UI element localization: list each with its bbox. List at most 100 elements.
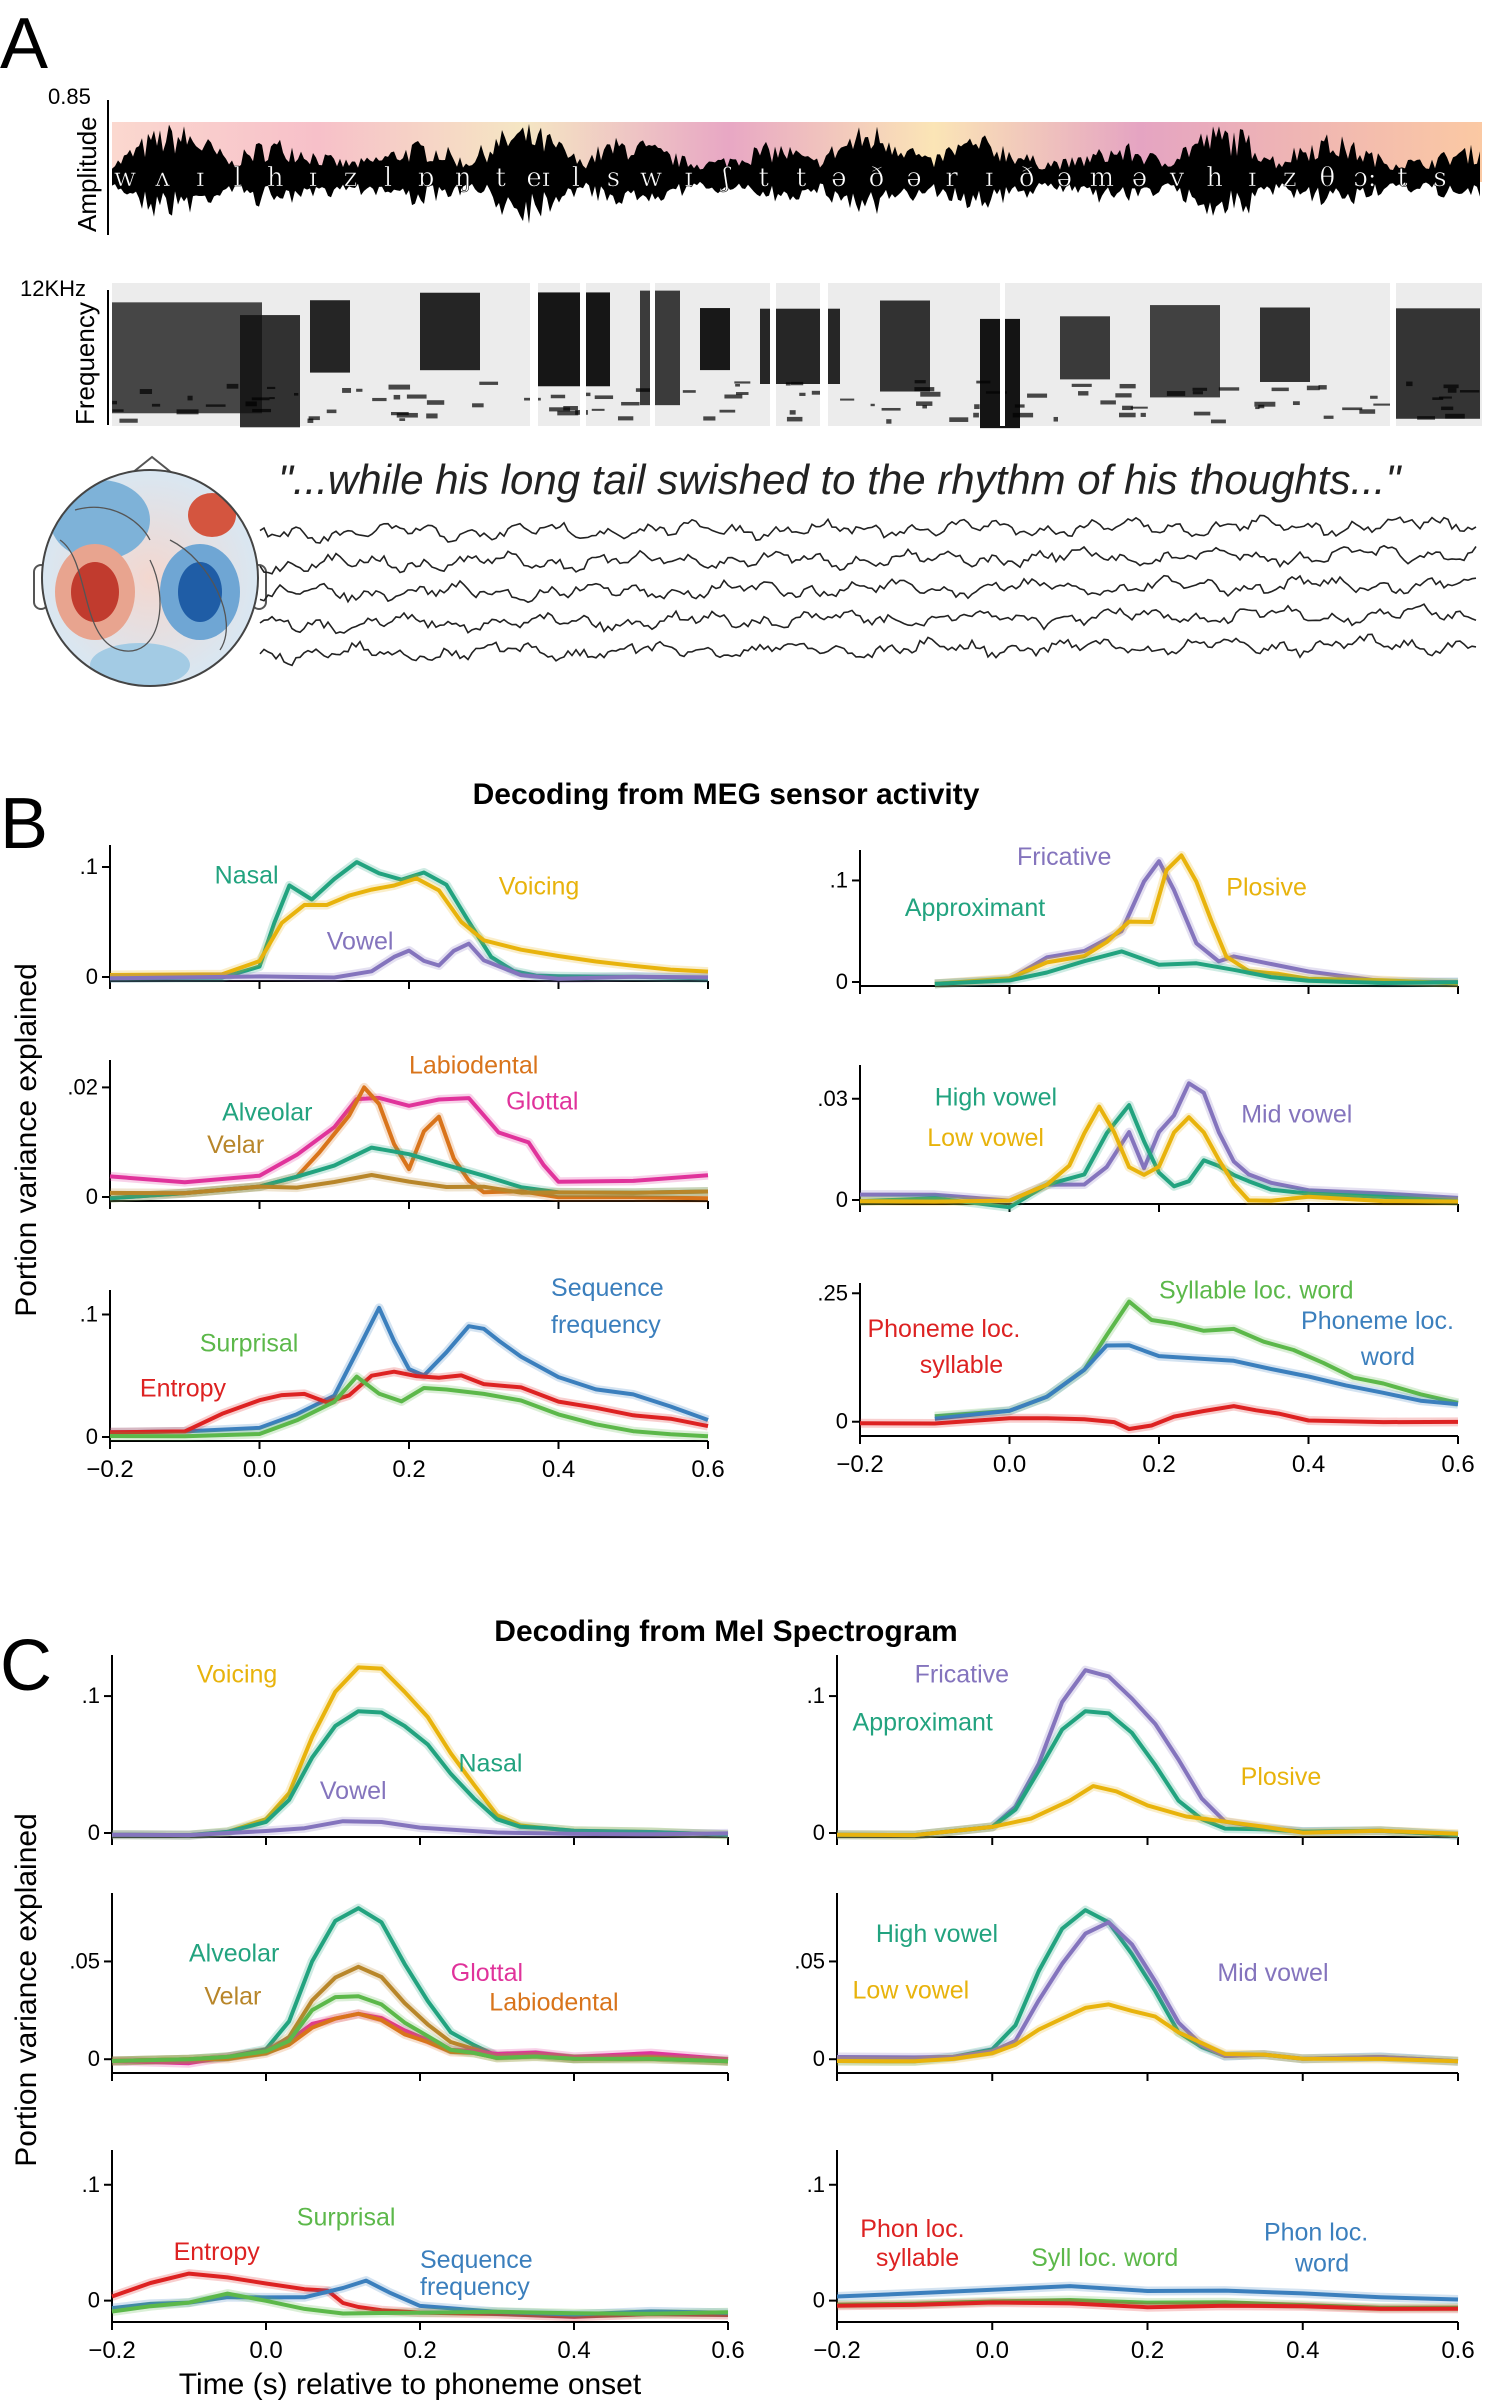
series-label: Vowel xyxy=(327,928,394,956)
chart-c4: .05 0 High vowel Low vowel Mid vowel xyxy=(794,1893,1459,2081)
series-label: Phon loc. xyxy=(1264,2218,1368,2246)
y-tick-label: .1 xyxy=(82,2172,100,2197)
chart-c2: .1 0 Fricative Approximant Plosive xyxy=(807,1655,1459,1845)
series-label: Low vowel xyxy=(927,1124,1044,1152)
phoneme-label: ʃ xyxy=(720,163,732,193)
y-tick-label: 0 xyxy=(836,1409,848,1434)
y-tick-label: .02 xyxy=(67,1074,98,1099)
series-label: Entropy xyxy=(174,2238,261,2266)
series-line xyxy=(109,1374,709,1439)
phoneme-label: l xyxy=(384,163,392,193)
y-tick-label: 0 xyxy=(88,2046,100,2071)
y-tick-label: 0 xyxy=(836,1187,848,1212)
series-label: word xyxy=(1360,1343,1415,1371)
series-label: Plosive xyxy=(1241,1763,1322,1791)
phoneme-label: m xyxy=(1090,163,1115,193)
series-label: Velar xyxy=(207,1131,264,1159)
series-label: Syllable loc. word xyxy=(1159,1276,1354,1304)
phoneme-label: ɪ xyxy=(309,163,317,193)
series-label: Surprisal xyxy=(200,1329,299,1357)
series-label: Nasal xyxy=(459,1749,523,1777)
meg-trace xyxy=(259,633,1477,667)
x-tick-label: 0.2 xyxy=(1142,1451,1175,1478)
series-label: Plosive xyxy=(1226,874,1307,902)
series-label: Approximant xyxy=(905,894,1045,922)
chart-b5: .1 0 −0.2 0.0 0.2 0.4 0.6 Surprisal Entropy Seque… xyxy=(80,1274,725,1483)
x-tick-label: 0.4 xyxy=(557,2337,590,2364)
chart-b2: .1 0 Fricative Plosive Approximant xyxy=(830,843,1459,994)
panel-label-a: A xyxy=(0,4,48,84)
phoneme-label: ə xyxy=(906,163,921,193)
series-band xyxy=(836,1781,1459,1840)
series-label: High vowel xyxy=(935,1084,1057,1112)
y-tick-label: .1 xyxy=(830,867,848,892)
y-tick-label: 0 xyxy=(86,964,98,989)
series-label: Voicing xyxy=(197,1660,278,1688)
series-line xyxy=(859,1404,1459,1431)
phoneme-label: ɔ: xyxy=(1353,163,1376,193)
meg-traces xyxy=(259,514,1477,667)
x-tick-label: −0.2 xyxy=(88,2337,135,2364)
series-band xyxy=(109,873,709,980)
phoneme-label: ŋ xyxy=(455,163,472,193)
series-label: Sequence xyxy=(551,1274,664,1302)
chart-b1: .1 0 Nasal Voicing Vowel xyxy=(80,845,709,989)
series-line xyxy=(111,1994,729,2064)
series-label: frequency xyxy=(551,1311,661,1339)
series-label: Glottal xyxy=(506,1087,578,1115)
series-line xyxy=(836,2300,1459,2311)
phoneme-label: l xyxy=(572,163,580,193)
spectrogram-blocks xyxy=(112,283,1480,429)
y-tick-label: 0 xyxy=(88,2288,100,2313)
series-label: Vowel xyxy=(320,1777,387,1805)
series-label: Voicing xyxy=(499,873,580,901)
frequency-max: 12KHz xyxy=(20,276,86,301)
x-tick-label: 0.2 xyxy=(392,1456,425,1483)
phoneme-label: ɒ xyxy=(417,163,434,193)
amplitude-label: Amplitude xyxy=(72,116,102,232)
series-line xyxy=(836,2284,1459,2302)
series-line xyxy=(111,1665,729,1838)
phoneme-label: ɪ xyxy=(196,163,204,193)
series-label: Alveolar xyxy=(189,1939,279,1967)
x-tick-label: −0.2 xyxy=(813,2337,860,2364)
series-line xyxy=(111,2271,729,2319)
phoneme-label: v xyxy=(1169,163,1185,193)
series-line xyxy=(109,1095,709,1185)
series-label: syllable xyxy=(876,2244,959,2272)
y-tick-label: .25 xyxy=(817,1280,848,1305)
meg-topomap xyxy=(33,455,267,687)
y-tick-label: .1 xyxy=(80,854,98,879)
series-line xyxy=(934,853,1459,986)
series-line xyxy=(109,1305,709,1435)
phoneme-label: z xyxy=(344,163,358,193)
series-label: Glottal xyxy=(451,1959,523,1987)
series-label: Low vowel xyxy=(853,1977,970,2005)
y-tick-label: 0 xyxy=(813,1820,825,1845)
phoneme-label: w xyxy=(114,163,136,193)
meg-trace xyxy=(259,574,1477,604)
phoneme-label: eɪ xyxy=(526,163,550,193)
series-label: Labiodental xyxy=(489,1988,618,2016)
series-line xyxy=(109,1173,709,1196)
series-label: Nasal xyxy=(215,862,279,890)
series-line xyxy=(934,949,1459,986)
x-tick-label: 0.2 xyxy=(403,2337,436,2364)
series-line xyxy=(109,876,709,977)
y-tick-label: 0 xyxy=(88,1820,100,1845)
phoneme-label: h xyxy=(267,163,284,193)
x-tick-label: −0.2 xyxy=(86,1456,133,1483)
phoneme-label: ɪ xyxy=(684,163,692,193)
series-label: Syll loc. word xyxy=(1031,2244,1178,2272)
series-label: Alveolar xyxy=(222,1098,312,1126)
series-label: High vowel xyxy=(876,1920,998,1948)
x-tick-label: 0.0 xyxy=(249,2337,282,2364)
phoneme-label: ð xyxy=(869,163,885,193)
x-tick-label: 0.4 xyxy=(1292,1451,1325,1478)
phoneme-label: t xyxy=(1397,163,1408,193)
phoneme-label: t xyxy=(796,163,807,193)
phoneme-label: h xyxy=(1206,163,1223,193)
